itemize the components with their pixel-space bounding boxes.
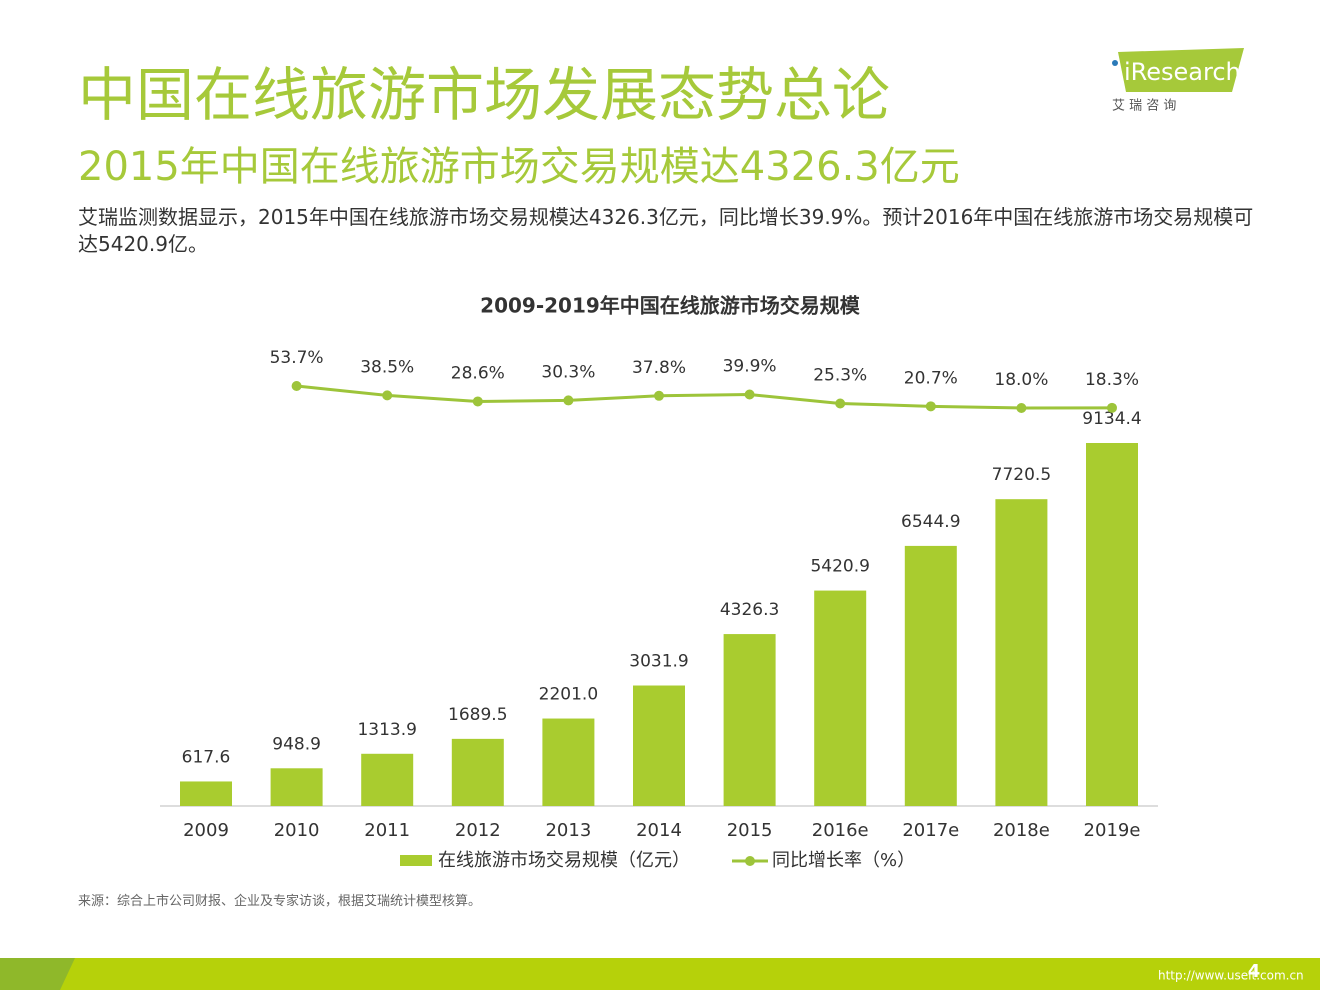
line-label: 30.3% [541, 362, 595, 382]
growth-point [472, 396, 483, 407]
bar-label: 5420.9 [810, 557, 869, 577]
legend-swatch [400, 855, 432, 866]
bar [270, 768, 323, 806]
bar-label: 617.6 [182, 747, 231, 767]
bar [814, 590, 867, 806]
growth-point [835, 398, 846, 409]
logo-shape [1118, 48, 1244, 92]
footer-band [0, 958, 1320, 990]
growth-point [1016, 403, 1027, 413]
growth-point [1107, 402, 1117, 413]
bar [451, 738, 504, 806]
line-label: 39.9% [723, 357, 777, 377]
bar-label: 6544.9 [901, 512, 960, 532]
bar [542, 718, 595, 806]
logo-dot [1112, 60, 1118, 66]
line-label: 18.0% [994, 370, 1048, 390]
page-number: 4 [1248, 961, 1261, 982]
line-label: 20.7% [904, 368, 958, 388]
line-label: 37.8% [632, 358, 686, 378]
slide-title: 中国在线旅游市场发展态势总论 [78, 61, 891, 129]
source-note: 来源：综合上市公司财报、企业及专家访谈，根据艾瑞统计模型核算。 [78, 894, 482, 909]
bar [995, 499, 1048, 806]
x-tick-label: 2016e [812, 820, 869, 841]
slide-subtitle: 2015年中国在线旅游市场交易规模达4326.3亿元 [78, 144, 960, 190]
logo-sub: 艾 瑞 咨 询 [1112, 99, 1176, 114]
legend-label: 在线旅游市场交易规模（亿元） [438, 850, 690, 871]
bar-label: 2201.0 [539, 685, 598, 705]
line-label: 53.7% [270, 348, 324, 368]
x-tick-label: 2009 [183, 820, 229, 841]
logo: iResearch [1124, 58, 1241, 86]
x-tick-label: 2018e [993, 820, 1050, 841]
growth-point [291, 381, 302, 391]
bar [361, 753, 414, 806]
bar [180, 781, 232, 806]
growth-point [563, 395, 574, 406]
bar-label: 1313.9 [357, 720, 416, 740]
line-label: 18.3% [1085, 370, 1139, 390]
bar-label: 7720.5 [992, 465, 1051, 485]
bar-label: 3031.9 [629, 652, 688, 672]
legend-label: 同比增长率（%） [772, 850, 915, 871]
x-tick-label: 2012 [455, 820, 501, 841]
footer-accent [0, 958, 75, 990]
growth-point [744, 389, 755, 400]
paragraph: 艾瑞监测数据显示，2015年中国在线旅游市场交易规模达4326.3亿元，同比增长… [78, 205, 1254, 256]
bar-label: 9134.4 [1082, 409, 1141, 429]
line-label: 25.3% [813, 366, 867, 386]
bar [1086, 443, 1138, 806]
line-label: 38.5% [360, 357, 414, 377]
bar [904, 545, 957, 806]
x-tick-label: 2014 [636, 820, 682, 841]
growth-point [925, 401, 936, 412]
line-label: 28.6% [451, 363, 505, 383]
bar-label: 948.9 [272, 734, 321, 754]
x-tick-label: 2011 [364, 820, 410, 841]
bar [723, 634, 776, 806]
x-tick-label: 2019e [1084, 820, 1141, 841]
bar-label: 4326.3 [720, 600, 779, 620]
growth-point [382, 390, 393, 401]
growth-point [654, 390, 664, 401]
bar [633, 685, 685, 806]
x-tick-label: 2013 [545, 820, 591, 841]
x-tick-label: 2017e [902, 820, 959, 841]
chart-title: 2009-2019年中国在线旅游市场交易规模 [480, 294, 861, 318]
growth-line [296, 384, 1113, 410]
x-tick-label: 2010 [274, 820, 320, 841]
legend-dot [745, 856, 755, 866]
x-tick-label: 2015 [727, 820, 773, 841]
bar-label: 1689.5 [448, 705, 507, 725]
footer-url: http://www.useit.com.cn [1158, 969, 1304, 983]
